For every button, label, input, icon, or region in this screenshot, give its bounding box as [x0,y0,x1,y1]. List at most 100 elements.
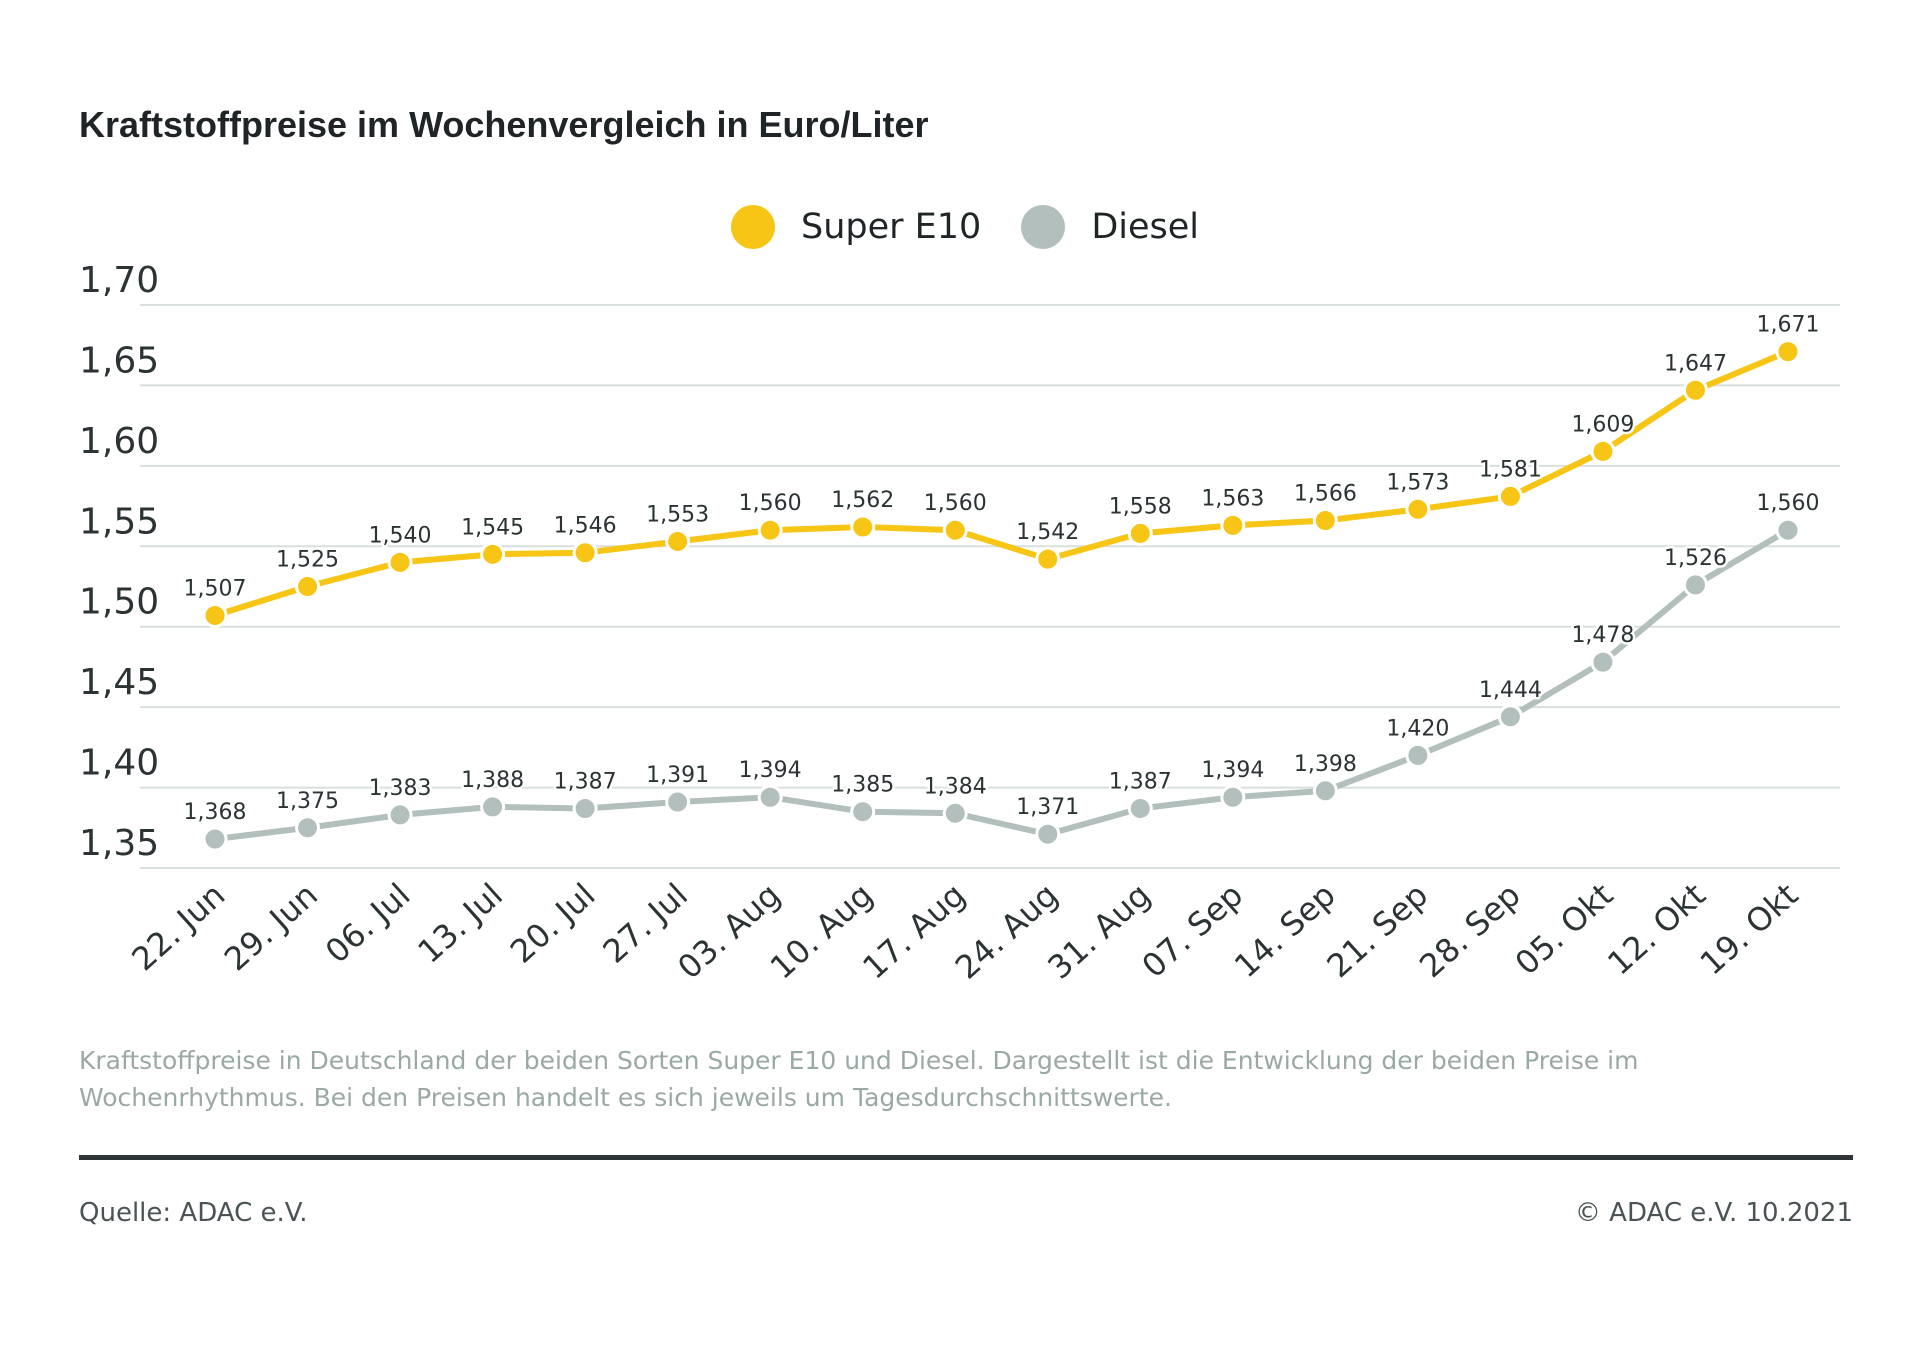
x-tick-label: 19. Okt [1693,876,1806,983]
data-point-super-e10 [942,517,968,543]
data-point-diesel [480,794,506,820]
x-tick-label: 05. Okt [1508,876,1621,983]
x-tick-label: 20. Jul [503,876,602,971]
data-point-super-e10 [1035,546,1061,572]
data-point-super-e10 [1497,483,1523,509]
x-tick-label: 13. Jul [410,876,509,971]
data-point-super-e10 [295,574,321,599]
data-label-diesel: 1,478 [1571,623,1634,648]
data-point-diesel [1497,704,1523,730]
data-point-super-e10 [202,602,228,628]
data-point-diesel [1590,649,1616,675]
x-tick-label: 22. Jun [124,876,232,979]
data-label-diesel: 1,383 [369,776,432,801]
x-tick-label: 10. Aug [763,876,880,987]
data-label-diesel: 1,420 [1386,716,1449,741]
data-point-super-e10 [480,541,506,567]
y-axis-labels: 1,35 1,40 1,45 1,50 1,55 1,60 1,65 1,70 [79,260,159,864]
legend-label-diesel: Diesel [1091,207,1200,247]
data-point-diesel [1312,778,1338,804]
data-label-super-e10: 1,671 [1757,313,1820,338]
data-label-diesel: 1,387 [554,769,617,794]
data-label-diesel: 1,388 [461,768,524,793]
data-point-diesel [1127,795,1153,821]
data-point-diesel [295,815,321,841]
x-tick-label: 03. Aug [670,876,787,987]
data-point-diesel [757,784,783,810]
data-points [202,339,1801,852]
data-point-super-e10 [572,540,598,566]
data-point-super-e10 [1775,339,1801,365]
data-label-super-e10: 1,560 [739,491,802,516]
data-point-super-e10 [1405,496,1431,522]
legend-item-diesel: Diesel [1021,205,1199,249]
y-tick-label: 1,65 [79,340,159,381]
data-label-super-e10: 1,558 [1109,494,1172,519]
data-label-diesel: 1,526 [1664,546,1727,571]
data-label-diesel: 1,375 [276,789,339,814]
chart-legend: Super E10 Diesel [731,202,1239,252]
y-tick-label: 1,45 [79,662,159,703]
x-tick-label: 31. Aug [1040,876,1157,987]
data-label-diesel: 1,384 [924,774,987,799]
data-label-super-e10: 1,609 [1571,412,1634,437]
x-tick-label: 06. Jul [318,876,417,971]
data-label-super-e10: 1,507 [184,576,247,601]
data-label-diesel: 1,560 [1757,491,1820,516]
data-point-super-e10 [387,549,413,575]
data-label-super-e10: 1,553 [646,502,709,527]
data-point-super-e10 [850,514,876,540]
y-tick-label: 1,40 [79,743,159,784]
legend-swatch-diesel [1021,205,1066,249]
x-tick-label: 12. Okt [1600,876,1713,983]
data-point-diesel [1405,742,1431,768]
x-tick-label: 07. Sep [1135,876,1251,985]
legend-swatch-super-e10 [731,205,775,249]
chart-description: Kraftstoffpreise in Deutschland der beid… [79,1046,1639,1112]
copyright-note: © ADAC e.V. 10.2021 [1574,1198,1853,1228]
data-labels: 1,507 1,525 1,540 1,545 1,546 1,553 1,560 1,562… [181,310,1822,827]
x-tick-label: 14. Sep [1227,876,1343,985]
x-tick-label: 24. Aug [948,876,1065,987]
data-point-super-e10 [665,528,691,554]
data-point-diesel [572,795,598,821]
gridlines [140,304,1840,869]
line-chart: 1,35 1,40 1,45 1,50 1,55 1,60 1,65 1,70 22. Jun… [79,260,1840,987]
series-line-diesel [212,527,1791,843]
data-label-super-e10: 1,566 [1294,482,1357,507]
data-point-super-e10 [1127,520,1153,546]
y-tick-label: 1,50 [79,582,159,623]
data-point-super-e10 [1220,512,1246,538]
data-point-diesel [1682,572,1708,598]
data-point-diesel [1220,784,1246,810]
x-tick-label: 21. Sep [1320,876,1436,985]
data-label-diesel: 1,394 [739,758,802,783]
data-label-super-e10: 1,542 [1016,520,1079,545]
data-label-super-e10: 1,546 [554,514,617,539]
data-point-super-e10 [1682,377,1708,403]
data-label-diesel: 1,394 [1201,758,1264,783]
x-tick-label: 28. Sep [1412,876,1528,985]
data-point-super-e10 [1312,508,1338,534]
data-label-diesel: 1,371 [1016,795,1079,820]
x-tick-label: 29. Jun [217,876,325,979]
data-label-diesel: 1,368 [184,800,247,825]
data-point-diesel [202,826,228,852]
data-point-diesel [942,800,968,826]
series-line-super-e10 [212,348,1791,619]
legend-item-super-e10: Super E10 [731,205,981,249]
data-label-diesel: 1,398 [1294,752,1357,777]
data-label-super-e10: 1,525 [276,548,339,573]
y-tick-label: 1,60 [79,421,159,462]
x-tick-label: 17. Aug [855,876,972,987]
y-tick-label: 1,70 [79,260,159,301]
y-tick-label: 1,55 [79,501,159,542]
data-label-diesel: 1,385 [831,773,894,798]
data-label-super-e10: 1,581 [1479,457,1542,482]
legend-label-super-e10: Super E10 [801,207,982,247]
data-label-super-e10: 1,560 [924,491,987,516]
data-point-diesel [387,802,413,828]
data-point-diesel [665,789,691,815]
y-tick-label: 1,35 [79,823,159,864]
